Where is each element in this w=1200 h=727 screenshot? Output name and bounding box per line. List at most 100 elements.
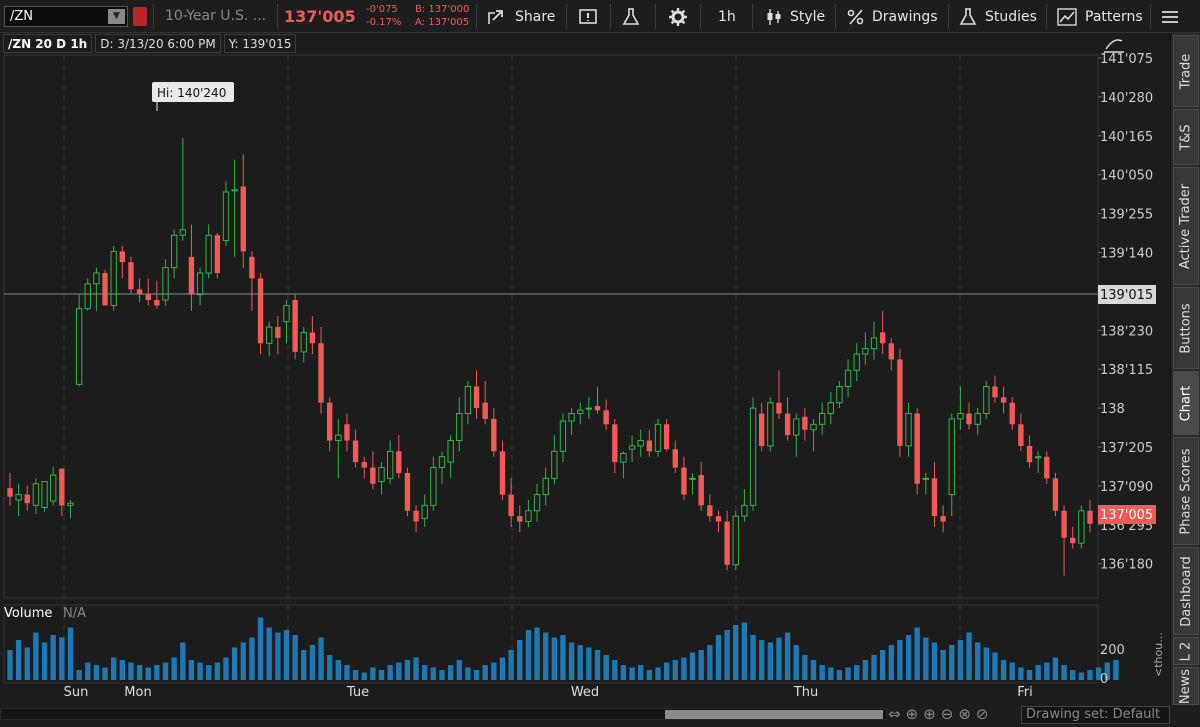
- tab-active-trader[interactable]: Active Trader: [1173, 167, 1199, 285]
- candle-body: [637, 440, 644, 447]
- price-chart[interactable]: 141'075 140'280 140'165 140'050 139'255 139'1…: [0, 33, 1170, 705]
- volume-bar: [992, 652, 998, 680]
- style-button[interactable]: Style: [765, 0, 825, 33]
- price-tick-label: 139'140: [1100, 247, 1153, 262]
- divider: [752, 4, 753, 29]
- price-tick-label: 138'115: [1100, 363, 1153, 378]
- candle: [154, 280, 160, 309]
- link-color-tag[interactable]: [133, 7, 147, 26]
- candle-body: [681, 467, 687, 495]
- candle: [41, 481, 48, 512]
- volume-bar: [318, 637, 324, 680]
- horizontal-scrollbar[interactable]: [0, 708, 887, 720]
- volume-bar: [845, 667, 851, 680]
- volume-bar: [50, 635, 56, 680]
- tab-chart[interactable]: Chart: [1173, 371, 1199, 435]
- share-button[interactable]: Share: [487, 0, 555, 33]
- volume-bar: [543, 632, 549, 680]
- candle-body: [275, 327, 281, 338]
- drawings-icon: [847, 8, 864, 25]
- volume-bar: [949, 645, 955, 680]
- volume-bar: [249, 637, 255, 680]
- patterns-icon: [1057, 7, 1077, 26]
- candle: [741, 489, 748, 522]
- candle-body: [1044, 456, 1050, 479]
- tab-trade[interactable]: Trade: [1173, 35, 1199, 107]
- candle-body: [879, 332, 886, 344]
- notes-button[interactable]: [578, 0, 598, 33]
- volume-bar: [638, 665, 644, 680]
- candle: [914, 408, 920, 495]
- tab-buttons[interactable]: Buttons: [1173, 287, 1199, 369]
- candle-body: [344, 424, 350, 441]
- studies-label: Studies: [985, 8, 1037, 25]
- scrollbar-thumb[interactable]: [665, 710, 883, 719]
- tab-dashboard[interactable]: Dashboard: [1173, 547, 1199, 635]
- price-tick-label: 136'180: [1100, 558, 1153, 573]
- volume-bar: [759, 640, 765, 680]
- tab-times-and-sales[interactable]: T&S: [1173, 109, 1199, 165]
- expand-icon[interactable]: ⇔: [888, 705, 906, 723]
- candle-body: [715, 516, 722, 522]
- candle: [499, 440, 506, 500]
- main-toolbar: /ZN ▼ 10-Year U.S. ... 137'005 -0'075 -0.…: [0, 0, 1200, 33]
- candle: [940, 505, 946, 533]
- interval-button[interactable]: 1h: [718, 0, 736, 33]
- candle: [430, 456, 437, 511]
- candle-body: [396, 451, 402, 473]
- chevron-down-icon[interactable]: ▼: [108, 9, 125, 24]
- settings-button[interactable]: [668, 0, 688, 33]
- zoom-controls: ⇔⊕⊕⊖⊗⊘: [888, 705, 993, 723]
- candle-body: [50, 474, 57, 502]
- drawings-button[interactable]: Drawings: [847, 0, 938, 33]
- tab-label: Active Trader: [1178, 183, 1194, 269]
- volume-bar: [1070, 670, 1076, 680]
- drawing-set-select[interactable]: Drawing set: Default: [1021, 706, 1170, 724]
- candle-body: [508, 494, 514, 517]
- candle-body: [1018, 424, 1024, 446]
- candle-body: [793, 418, 800, 436]
- menu-button[interactable]: [1160, 0, 1180, 33]
- zoom-out-icon[interactable]: ⊖: [940, 705, 959, 723]
- crosshair-icon[interactable]: ⊕: [905, 705, 924, 723]
- zoom-in-icon[interactable]: ⊕: [923, 705, 941, 723]
- volume-bar: [1026, 670, 1033, 680]
- chart-overlay: 139'015 137'005 Hi: 140'240: [4, 39, 1156, 524]
- volume-axis-label: <thou...: [1152, 632, 1165, 677]
- candle-body: [421, 504, 428, 519]
- volume-bar: [309, 645, 316, 680]
- candle-body: [32, 483, 40, 506]
- candle: [136, 278, 143, 303]
- volume-bar: [93, 665, 100, 680]
- candle-body: [818, 413, 826, 425]
- candle-body: [93, 272, 100, 285]
- time-axis: Sun Mon Tue Wed Thu Fri: [64, 685, 1033, 700]
- studies-button[interactable]: Studies: [959, 0, 1037, 33]
- candle-body: [1052, 478, 1059, 511]
- zoom-fit-icon[interactable]: ⊘: [975, 705, 994, 723]
- symbol-input[interactable]: /ZN ▼: [4, 6, 128, 27]
- patterns-button[interactable]: Patterns: [1057, 0, 1143, 33]
- candle-body: [352, 440, 359, 463]
- volume-tick-label: 200: [1100, 643, 1125, 658]
- candle: [888, 337, 894, 371]
- volume-bar: [586, 647, 592, 680]
- ask-price: A: 137'005: [415, 17, 470, 28]
- zoom-reset-icon[interactable]: ⊗: [958, 705, 976, 723]
- volume-bar: [1087, 670, 1093, 680]
- tab-phase-scores[interactable]: Phase Scores: [1173, 437, 1199, 545]
- candle-body: [438, 456, 446, 469]
- volume-bar: [879, 650, 886, 680]
- candle-body: [577, 409, 584, 415]
- candle: [698, 462, 704, 511]
- candle: [1034, 451, 1042, 473]
- flask-button[interactable]: [622, 0, 640, 33]
- price-tick-label: 138: [1100, 402, 1125, 417]
- tab-level2[interactable]: L 2: [1173, 637, 1199, 665]
- volume-bar: [525, 630, 532, 680]
- tab-news[interactable]: News: [1173, 667, 1199, 705]
- divider: [655, 4, 656, 29]
- symbol-period[interactable]: /ZN 20 D 1h: [3, 34, 93, 53]
- volume-bar: [378, 670, 385, 680]
- volume-bar: [292, 635, 298, 680]
